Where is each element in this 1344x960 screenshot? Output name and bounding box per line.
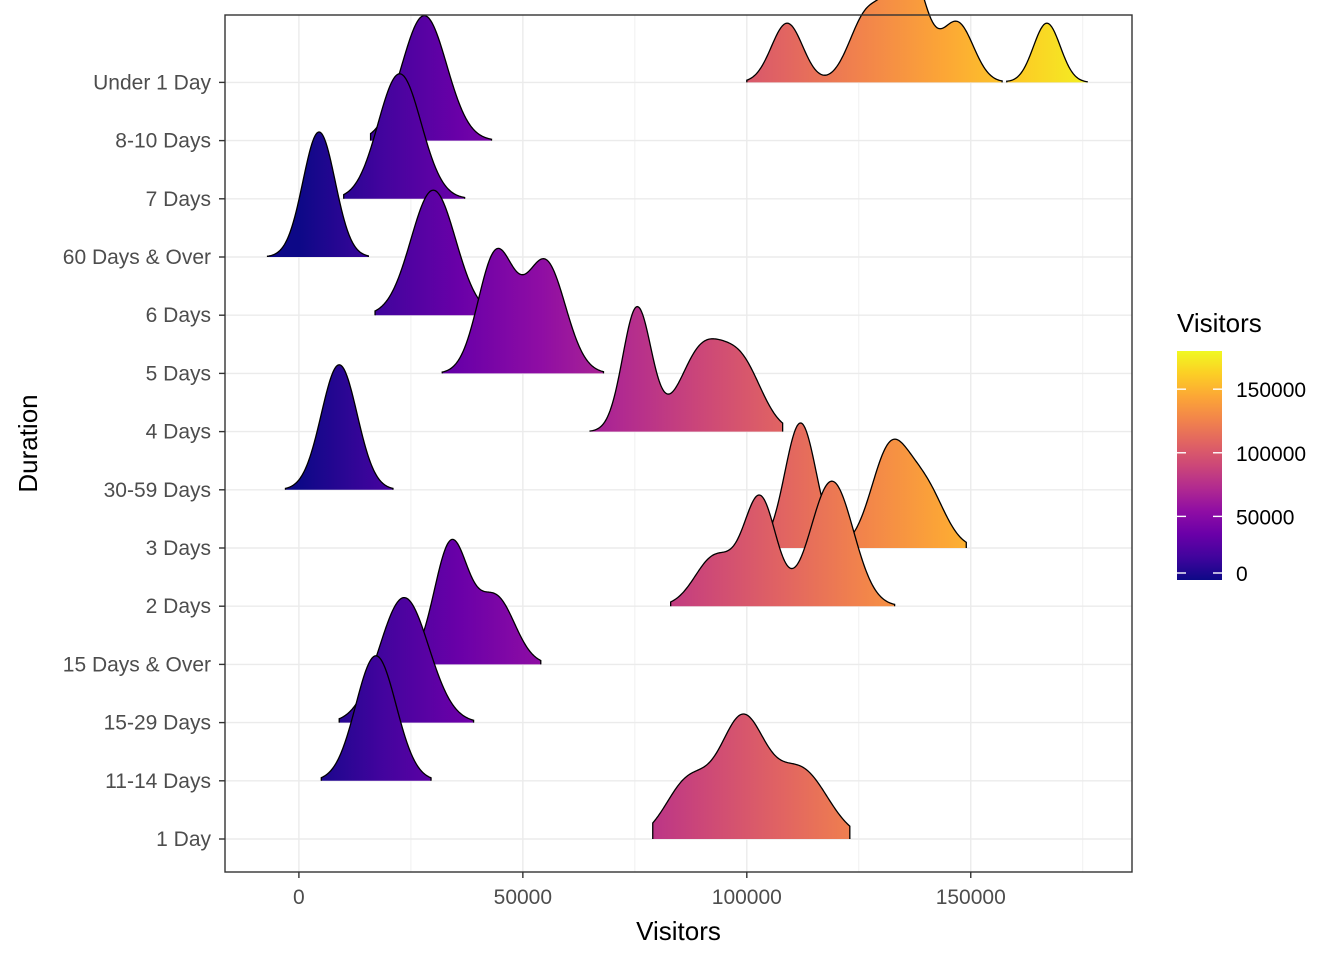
x-tick-label: 0	[293, 886, 305, 909]
ridge-fill	[375, 190, 492, 316]
x-axis: 0 50000 100000 150000	[293, 872, 1006, 909]
ridge-outline	[589, 305, 784, 432]
ridge-30-59-days	[284, 364, 394, 490]
y-tick-label: 8-10 Days	[115, 130, 211, 153]
ridge-fill	[1006, 23, 1088, 83]
ridge-5-days	[441, 247, 605, 374]
legend-tick-label: 50000	[1236, 506, 1294, 529]
ridge-fill	[285, 364, 393, 490]
x-tick-label: 100000	[712, 886, 782, 909]
ridge-outline	[374, 189, 493, 316]
y-tick-label: 4 Days	[146, 421, 211, 444]
y-tick-label: Under 1 Day	[93, 71, 211, 94]
ridge-4-days	[589, 305, 784, 432]
ridge-outline	[750, 422, 967, 548]
ridge-outline	[320, 655, 432, 781]
y-tick-label: 5 Days	[146, 362, 211, 385]
y-tick-label: 60 Days & Over	[63, 246, 211, 269]
y-tick-label: 2 Days	[146, 595, 211, 618]
y-axis-title: Duration	[13, 394, 43, 492]
ridge-fill	[751, 423, 967, 548]
y-tick-label: 7 Days	[146, 188, 211, 211]
ridge-outline	[652, 713, 851, 839]
ridge-fill	[746, 0, 1003, 83]
x-tick-label: 50000	[494, 886, 552, 909]
legend-tick-label: 0	[1236, 563, 1248, 586]
ridge-outline	[266, 131, 369, 257]
ridge-fill	[321, 655, 432, 781]
ridge-fill	[343, 73, 465, 199]
x-tick-label: 150000	[936, 886, 1006, 909]
ridge-outline	[343, 73, 466, 199]
legend-colorbar	[1177, 351, 1222, 580]
ridge-3-days	[750, 422, 967, 548]
ridge-outline	[670, 480, 896, 607]
y-tick-label: 11-14 Days	[105, 770, 211, 793]
y-tick-label: 6 Days	[146, 304, 211, 327]
ridge-15-days-over	[405, 538, 542, 665]
legend-tick-label: 150000	[1236, 379, 1306, 402]
ridge-under-1-day	[746, 0, 1088, 83]
legend-title: Visitors	[1177, 308, 1262, 338]
ridge-2-days	[670, 480, 896, 607]
ridge-outline	[1006, 22, 1088, 83]
panel-border	[224, 14, 1133, 873]
ridge-fill	[670, 481, 895, 607]
y-tick-label: 30-59 Days	[104, 479, 211, 502]
y-axis: 1 Day 11-14 Days 15-29 Days 15 Days & Over 2…	[63, 71, 225, 851]
legend-ticks: 0 50000 100000 150000	[1177, 379, 1306, 586]
y-tick-label: 1 Day	[156, 828, 211, 851]
ridge-outline	[441, 247, 605, 374]
ridge-fill	[652, 714, 850, 839]
y-tick-label: 15-29 Days	[104, 712, 211, 735]
y-tick-label: 15 Days & Over	[63, 653, 211, 676]
ridge-fill	[442, 248, 604, 374]
ridge-1-day	[652, 713, 851, 839]
x-axis-title: Visitors	[636, 916, 721, 946]
ridge-7-days	[343, 73, 466, 199]
ridge-outline	[405, 538, 542, 665]
color-legend: Visitors 0 50000 100000 150000	[1177, 308, 1306, 586]
ridge-fill	[406, 539, 541, 665]
ridge-60-days-over	[266, 131, 369, 257]
ridge-fill	[590, 306, 783, 432]
ridges	[266, 0, 1088, 839]
ridge-outline	[284, 364, 394, 490]
ridge-11-14-days	[320, 655, 432, 781]
y-tick-label: 3 Days	[146, 537, 211, 560]
legend-tick-label: 100000	[1236, 443, 1306, 466]
ridge-outline	[746, 0, 1003, 83]
ridge-6-days	[374, 189, 493, 316]
